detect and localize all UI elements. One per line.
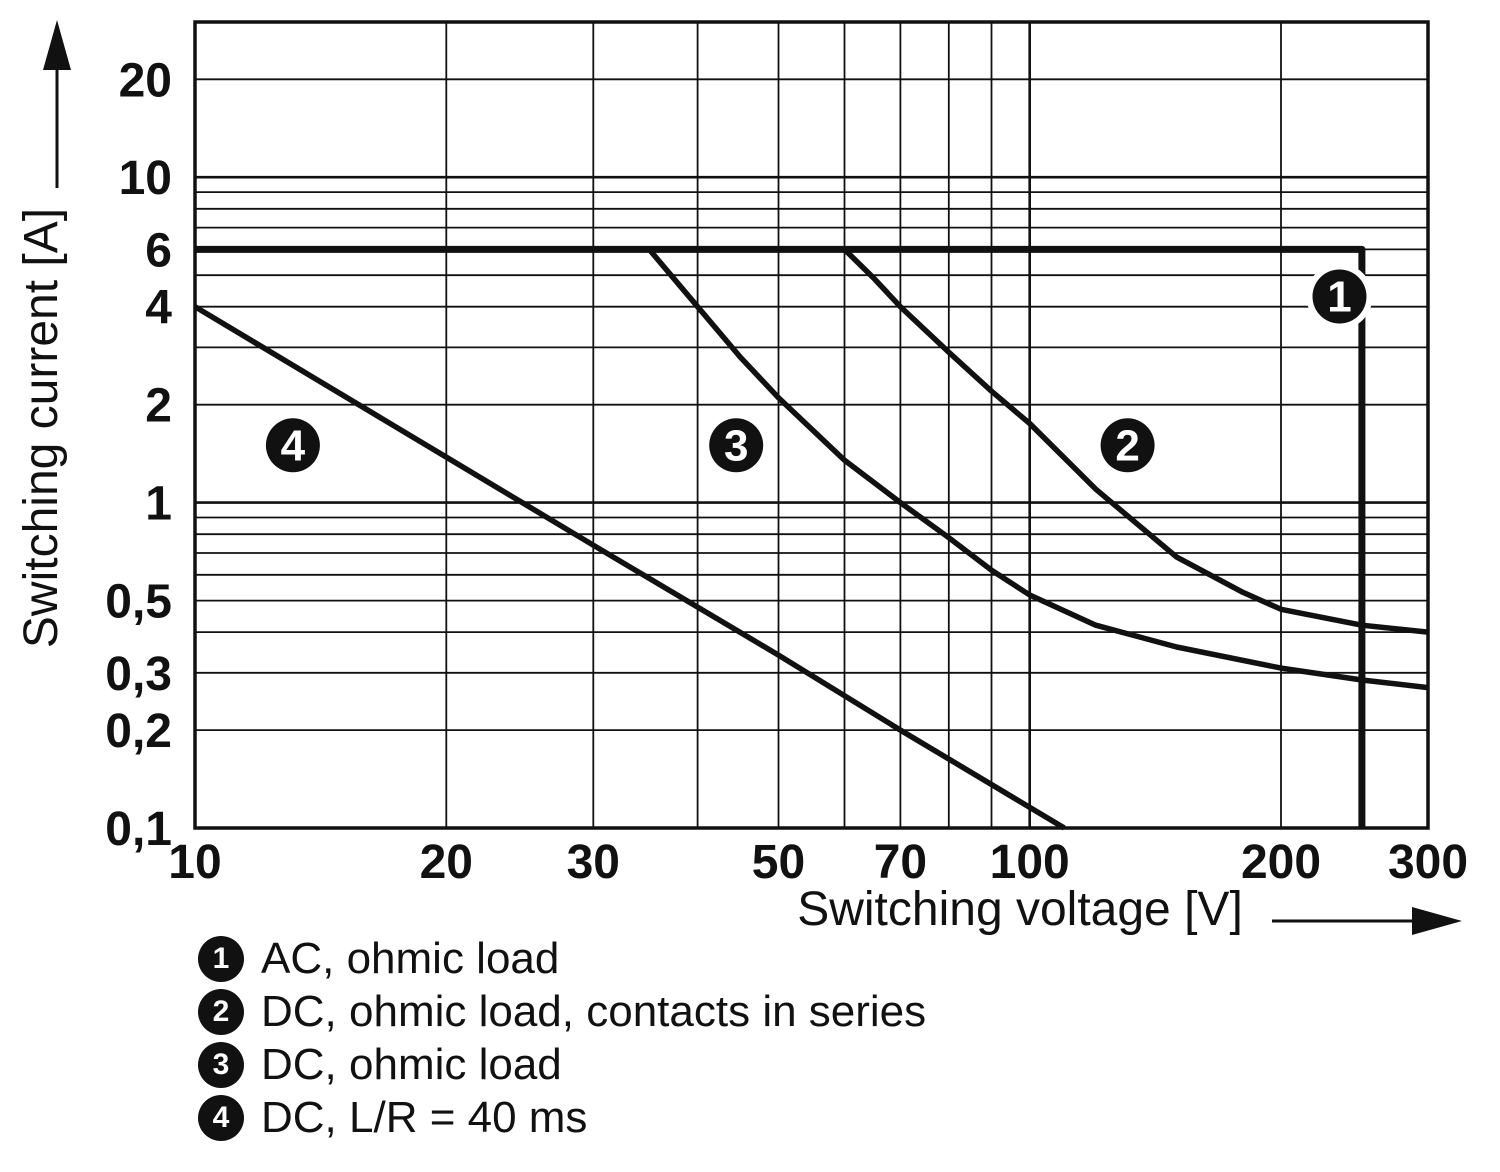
marker-number-4: 4 [281, 421, 306, 470]
curve-2 [842, 247, 1429, 635]
legend-item-4: 4 DC, L/R = 40 ms [198, 1091, 926, 1144]
y-axis-arrow-head-icon [43, 20, 71, 70]
legend-marker-1-icon: 1 [198, 935, 244, 982]
curve-3 [647, 247, 1429, 691]
curve-marker-3-icon [709, 418, 764, 473]
x-axis-title: Switching voltage [V] [797, 883, 1243, 936]
y-tick-label-10: 10 [119, 152, 172, 205]
x-tick-label-50: 50 [752, 836, 805, 889]
legend: 1 AC, ohmic load 2 DC, ohmic load, conta… [198, 932, 926, 1144]
marker-number-3: 3 [724, 421, 748, 470]
y-tick-label-2: 2 [145, 380, 172, 433]
y-tick-label-0,2: 0,2 [105, 705, 172, 758]
y-axis-title: Switching current [A] [15, 208, 68, 648]
legend-label-1: AC, ohmic load [261, 933, 560, 983]
x-tick-label-300: 300 [1388, 836, 1468, 889]
x-axis-arrow-head-icon [1412, 907, 1462, 935]
curve-1 [195, 245, 1366, 828]
legend-item-1: 1 AC, ohmic load [198, 932, 926, 985]
legend-label-3: DC, ohmic load [261, 1039, 562, 1089]
marker-number-2: 2 [1115, 421, 1139, 470]
legend-label-2: DC, ohmic load, contacts in series [261, 986, 927, 1036]
curve-marker-2-icon [1100, 418, 1155, 473]
curves [193, 245, 1429, 831]
curve-marker-4-icon [265, 418, 320, 473]
curve-marker-1-icon [1312, 269, 1367, 324]
y-tick-label-0,1: 0,1 [105, 803, 172, 856]
x-tick-label-30: 30 [567, 836, 620, 889]
y-tick-label-0,3: 0,3 [105, 648, 172, 701]
legend-label-4: DC, L/R = 40 ms [261, 1092, 588, 1142]
curve-4 [193, 304, 1066, 831]
plot-border [193, 20, 1430, 830]
x-tick-label-70: 70 [874, 836, 927, 889]
legend-item-2: 2 DC, ohmic load, contacts in series [198, 985, 926, 1038]
legend-marker-4-icon: 4 [198, 1094, 244, 1141]
legend-marker-2-icon: 2 [198, 988, 244, 1035]
x-tick-label-20: 20 [420, 836, 473, 889]
x-tick-label-100: 100 [990, 836, 1070, 889]
curve-markers: 1 2 3 4 [259, 263, 1373, 479]
x-tick-label-10: 10 [168, 836, 221, 889]
y-tick-label-1: 1 [145, 478, 172, 531]
marker-number-1: 1 [1327, 273, 1351, 322]
y-tick-label-4: 4 [145, 282, 172, 335]
legend-marker-3-icon: 3 [198, 1041, 244, 1088]
y-tick-label-6: 6 [145, 224, 172, 277]
legend-item-3: 3 DC, ohmic load [198, 1038, 926, 1091]
y-tick-label-20: 20 [119, 54, 172, 107]
grid [193, 20, 1430, 830]
x-tick-label-200: 200 [1241, 836, 1321, 889]
y-tick-label-0,5: 0,5 [105, 576, 172, 629]
